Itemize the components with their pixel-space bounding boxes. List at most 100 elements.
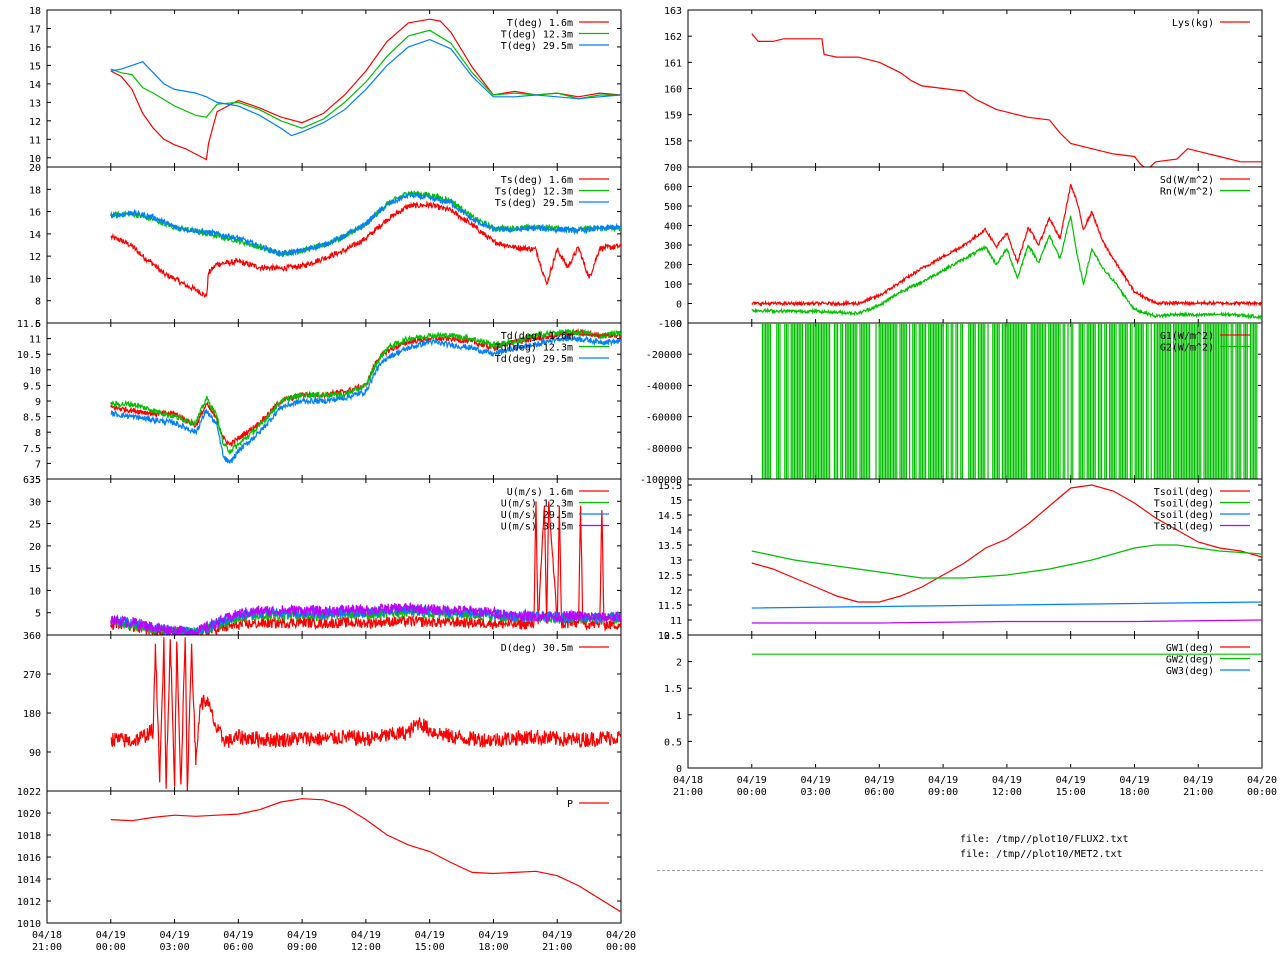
dewpoint-ytick-label: 7.5 <box>23 444 41 455</box>
soil-temperature-ytick-label: 14.5 <box>658 511 682 522</box>
pressure-series-0 <box>110 798 621 913</box>
soil-temperature-ytick-label: 13.5 <box>658 541 682 552</box>
air-temperature-ytick-label: 12 <box>29 117 41 128</box>
right-axis-xtick-time: 03:00 <box>801 787 831 798</box>
surface-temperature-ytick-label: 14 <box>29 230 41 241</box>
ground-water-ytick-label: 0.5 <box>664 737 682 748</box>
pressure-frame <box>46 790 622 924</box>
surface-temperature-ytick-label: 10 <box>29 274 41 285</box>
surface-temperature-ytick-label: 8 <box>35 297 41 308</box>
right-axis-xtick-date: 04/19 <box>737 775 767 786</box>
wind-speed-legend-label-3: U(m/s) 30.5m <box>501 522 573 533</box>
radiation-ytick-label: 0 <box>676 300 682 311</box>
ground-water-legend-label-1: GW2(deg) <box>1166 655 1214 666</box>
ground-water-ytick-label: 2.5 <box>664 631 682 642</box>
air-temperature-ytick-label: 14 <box>29 80 41 91</box>
dewpoint-series-2 <box>110 335 621 464</box>
air-temperature-legend-label-1: T(deg) 12.3m <box>501 30 573 41</box>
soil-temperature-legend-label-1: Tsoil(deg) <box>1154 499 1214 510</box>
air-temperature-legend-label-2: T(deg) 29.5m <box>501 41 573 52</box>
soil-temperature-legend-label-2: Tsoil(deg) <box>1154 510 1214 521</box>
surface-temperature-legend-label-1: Ts(deg) 12.3m <box>495 187 573 198</box>
left-axis-xtick-date: 04/19 <box>478 930 508 941</box>
radiation-ytick-label: 100 <box>664 280 682 291</box>
right-axis-xtick-date: 04/19 <box>801 775 831 786</box>
left-axis-xtick-date: 04/20 <box>606 930 636 941</box>
ground-water-ytick-label: 2 <box>676 658 682 669</box>
air-temperature-ytick-label: 16 <box>29 43 41 54</box>
radiation-legend-label-1: Rn(W/m^2) <box>1160 187 1214 198</box>
pressure-legend-label-0: P <box>567 799 573 810</box>
wind-speed-ytick-label: 5 <box>35 609 41 620</box>
air-temperature-series-0 <box>110 18 621 161</box>
dewpoint-legend-label-2: Td(deg) 29.5m <box>495 354 573 365</box>
right-axis-xtick-time: 09:00 <box>928 787 958 798</box>
wind-speed-ytick-label: 10 <box>29 586 41 597</box>
wind-direction-legend-label-0: D(deg) 30.5m <box>501 643 573 654</box>
left-axis-xtick-time: 06:00 <box>223 942 253 953</box>
separator-dashed <box>657 870 1263 871</box>
radiation-ytick-label: 300 <box>664 241 682 252</box>
wind-speed-ytick-label: 35 <box>29 475 41 486</box>
lys-ytick-label: 162 <box>664 32 682 43</box>
ground-water-legend-label-0: GW1(deg) <box>1166 643 1214 654</box>
file-label-met: file: /tmp//plot10/MET2.txt <box>960 849 1123 860</box>
air-temperature-ytick-label: 18 <box>29 6 41 17</box>
left-axis-xtick-time: 09:00 <box>287 942 317 953</box>
right-axis-xtick-date: 04/19 <box>1119 775 1149 786</box>
air-temperature-ytick-label: 15 <box>29 61 41 72</box>
dewpoint-ytick-label: 10 <box>29 366 41 377</box>
pressure-ytick-label: 1020 <box>17 809 41 820</box>
pressure-ytick-label: 1022 <box>17 787 41 798</box>
wind-speed-legend-label-2: U(m/s) 29.5m <box>501 510 573 521</box>
ground-water-ytick-label: 0 <box>676 764 682 775</box>
right-axis-xtick-date: 04/18 <box>673 775 703 786</box>
left-axis-xtick-date: 04/19 <box>415 930 445 941</box>
file-label-flux: file: /tmp//plot10/FLUX2.txt <box>960 834 1129 845</box>
radiation-ytick-label: -100 <box>658 319 682 330</box>
air-temperature-legend-label-0: T(deg) 1.6m <box>507 18 573 29</box>
soil-temperature-legend-label-3: Tsoil(deg) <box>1154 522 1214 533</box>
soil-heat-flux-series-1 <box>761 323 1262 479</box>
left-axis-xtick-date: 04/19 <box>287 930 317 941</box>
soil-temperature-ytick-label: 10.5 <box>658 631 682 642</box>
radiation-series-0 <box>751 183 1262 308</box>
pressure-ytick-label: 1012 <box>17 897 41 908</box>
wind-speed-ytick-label: 15 <box>29 564 41 575</box>
ground-water-legend-label-2: GW3(deg) <box>1166 666 1214 677</box>
soil-heat-flux-legend-label-1: G2(W/m^2) <box>1160 343 1214 354</box>
soil-heat-flux-ytick-label: -60000 <box>646 413 682 424</box>
left-axis-xtick-time: 21:00 <box>32 942 62 953</box>
pressure-ytick-label: 1016 <box>17 853 41 864</box>
soil-temperature-ytick-label: 12 <box>670 586 682 597</box>
wind-direction-ytick-label: 360 <box>23 631 41 642</box>
left-axis-xtick-time: 18:00 <box>478 942 508 953</box>
right-axis-xtick-time: 00:00 <box>1247 787 1277 798</box>
soil-temperature-ytick-label: 15.5 <box>658 481 682 492</box>
left-axis-xtick-time: 03:00 <box>160 942 190 953</box>
right-axis-xtick-time: 06:00 <box>864 787 894 798</box>
dewpoint-ytick-label: 6.5 <box>23 475 41 486</box>
dewpoint-ytick-label: 10.5 <box>17 350 41 361</box>
wind-direction-ytick-label: 180 <box>23 709 41 720</box>
right-axis-xtick-time: 15:00 <box>1056 787 1086 798</box>
left-axis-xtick-date: 04/19 <box>351 930 381 941</box>
soil-heat-flux-ytick-label: -40000 <box>646 381 682 392</box>
dewpoint-ytick-label: 9.5 <box>23 381 41 392</box>
soil-heat-flux-ytick-label: 0 <box>676 319 682 330</box>
lys-ytick-label: 161 <box>664 58 682 69</box>
surface-temperature-series-2 <box>110 191 621 258</box>
soil-temperature-series-3 <box>751 619 1262 624</box>
soil-temperature-ytick-label: 13 <box>670 556 682 567</box>
lys-legend-label-0: Lys(kg) <box>1172 18 1214 29</box>
dewpoint-ytick-label: 11 <box>29 335 41 346</box>
dewpoint-ytick-label: 7 <box>35 459 41 470</box>
wind-speed-ytick-label: 25 <box>29 520 41 531</box>
soil-temperature-ytick-label: 11 <box>670 616 682 627</box>
left-axis-xtick-date: 04/19 <box>223 930 253 941</box>
right-axis-xtick-date: 04/19 <box>864 775 894 786</box>
lys-ytick-label: 160 <box>664 85 682 96</box>
left-axis-xtick-time: 12:00 <box>351 942 381 953</box>
right-axis-xtick-time: 21:00 <box>1183 787 1213 798</box>
